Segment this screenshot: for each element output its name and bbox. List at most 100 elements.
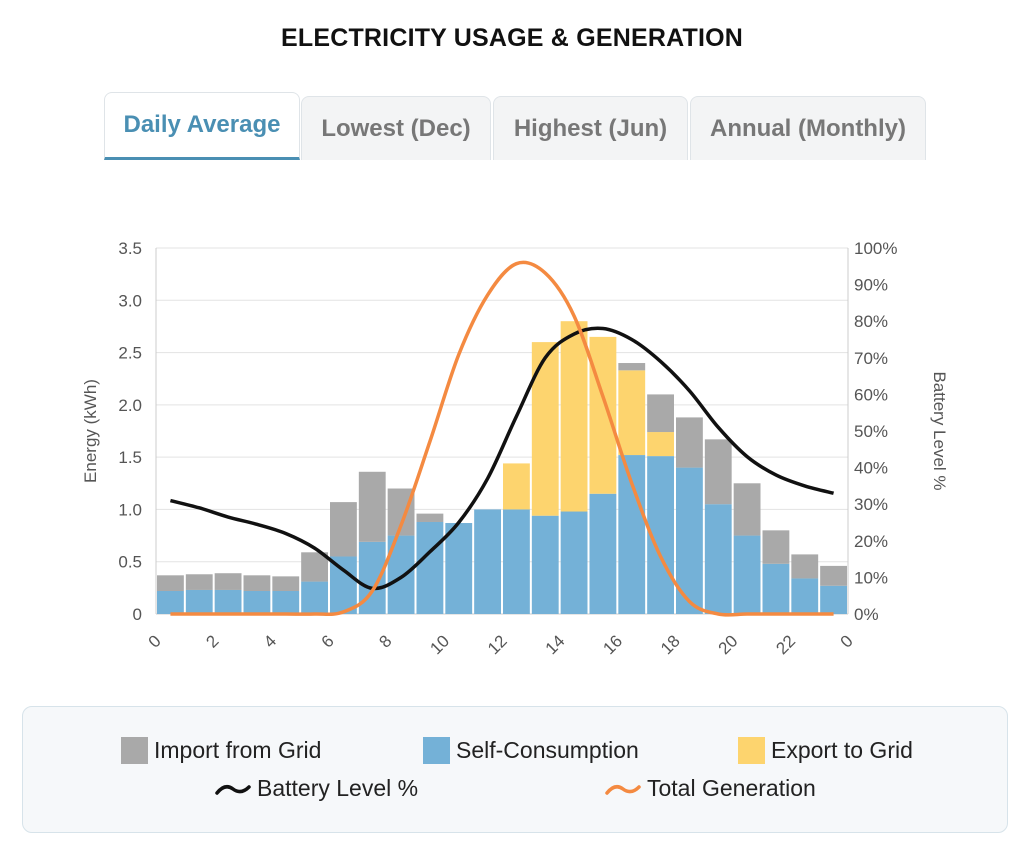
export-swatch [738,737,765,764]
y2-tick-label: 40% [854,459,888,478]
y2-tick-label: 60% [854,385,888,404]
x-tick-label: 12 [484,631,511,658]
bar-self-consumption [704,504,732,614]
x-tick-label: 2 [202,631,222,651]
bar-import [214,573,242,590]
x-tick-label: 10 [426,631,453,658]
y2-tick-label: 50% [854,422,888,441]
bar-self-consumption [330,556,357,614]
legend-item-export[interactable]: Export to Grid [738,737,913,764]
bar-import [791,554,819,579]
legend-label-generation: Total Generation [647,775,816,801]
self-consumption-swatch [423,737,450,764]
legend-label-export: Export to Grid [771,737,913,763]
tab-annual-monthly[interactable]: Annual (Monthly) [690,96,926,160]
bar-self-consumption [243,590,271,614]
y-tick-label: 3.5 [118,239,142,258]
bar-self-consumption [301,581,328,614]
y-axis-title: Energy (kWh) [81,379,100,483]
x-tick-label: 14 [542,631,569,658]
y-tick-label: 2.5 [118,344,142,363]
bar-import [704,439,732,505]
bar-self-consumption [531,515,559,614]
bar-self-consumption [503,509,530,614]
legend-label-self: Self-Consumption [456,737,639,763]
bar-import [618,363,646,371]
bar-import [185,574,213,590]
bar-export [589,336,617,494]
bar-import [272,576,300,591]
y2-tick-label: 90% [854,276,888,295]
bar-export [531,342,559,516]
bar-import [762,530,790,564]
bar-self-consumption [272,590,300,614]
bar-import [330,502,357,557]
bar-import [416,513,444,522]
bar-self-consumption [791,578,819,614]
y-tick-label: 1.0 [118,500,142,519]
tab-highest-jun[interactable]: Highest (Jun) [493,96,688,160]
x-tick-label: 4 [260,631,280,651]
total-generation-line [170,260,834,617]
legend-label-import: Import from Grid [154,737,322,763]
tab-lowest-dec[interactable]: Lowest (Dec) [301,96,491,160]
y2-tick-label: 0% [854,605,879,624]
bar-export [647,432,674,457]
bar-self-consumption [214,589,242,614]
legend-item-import[interactable]: Import from Grid [121,737,321,764]
legend-label-battery: Battery Level % [257,775,419,801]
chart-title: ELECTRICITY USAGE & GENERATION [280,24,744,52]
battery-line-icon [215,784,251,795]
y-tick-label: 3.0 [118,291,142,310]
bar-self-consumption [733,535,761,614]
bar-import [243,575,271,591]
bar-import [676,417,703,468]
x-tick-label: 8 [375,631,395,651]
x-tick-label: 6 [318,631,338,651]
bar-import [647,394,674,433]
x-tick-label: 20 [715,631,742,658]
x-tick-label: 18 [657,631,684,658]
x-tick-label: 0 [145,631,165,651]
bar-self-consumption [157,590,184,614]
bar-self-consumption [762,563,790,614]
x-tick-label: 0 [837,631,857,651]
tab-daily-average[interactable]: Daily Average [104,92,300,160]
x-tick-label: 16 [599,631,626,658]
bar-export [503,463,530,510]
x-tick-label: 22 [772,631,799,658]
y2-tick-label: 70% [854,349,888,368]
y2-tick-label: 10% [854,568,888,587]
chart-area: 0 0.5 1.0 1.5 2.0 2.5 3.0 3.5 0% 10% 20% 30% 40% 50% 6… [81,239,949,658]
bar-self-consumption [185,589,213,614]
import-swatch [121,737,148,764]
legend-item-self[interactable]: Self-Consumption [423,737,639,764]
bar-export [618,370,646,456]
legend-item-battery[interactable]: Battery Level % [215,775,418,802]
bar-import [358,471,386,542]
bar-import [157,575,184,591]
bar-self-consumption [589,493,617,614]
y2-axis-title: Battery Level % [930,371,949,490]
generation-line-icon [605,784,641,795]
y-tick-label: 0 [133,605,142,624]
legend-item-generation[interactable]: Total Generation [605,775,816,802]
bar-self-consumption [820,585,847,614]
bar-export [560,321,588,512]
bar-self-consumption [416,521,444,614]
y-tick-label: 1.5 [118,448,142,467]
y2-tick-label: 100% [854,239,897,258]
bar-self-consumption [445,523,473,614]
battery-level-line [169,326,835,591]
y2-tick-label: 80% [854,312,888,331]
bar-import [301,552,328,582]
legend: Import from Grid Self-Consumption Export… [22,706,1008,833]
y2-tick-label: 30% [854,495,888,514]
bar-import [733,483,761,536]
y-tick-label: 0.5 [118,553,142,572]
bar-import [820,565,847,586]
y2-tick-label: 20% [854,532,888,551]
bar-self-consumption [560,511,588,614]
y-tick-label: 2.0 [118,396,142,415]
bar-self-consumption [474,509,501,614]
